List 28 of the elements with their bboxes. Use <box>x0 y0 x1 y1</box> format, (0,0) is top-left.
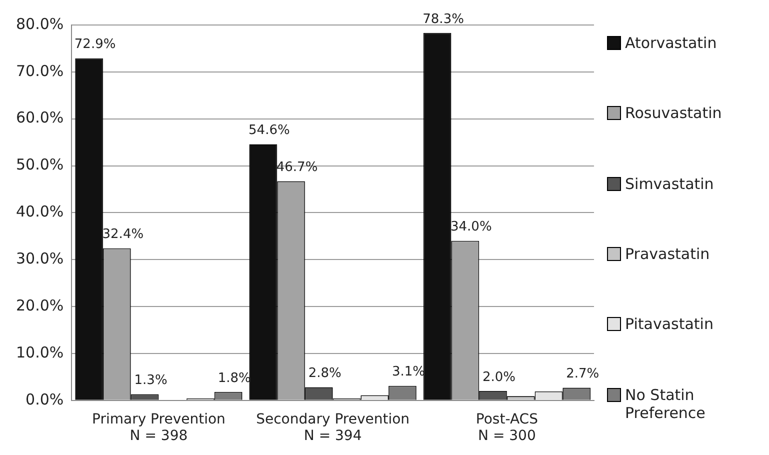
legend-label: Pravastatin <box>625 245 710 264</box>
legend-label: Rosuvastatin <box>625 104 722 122</box>
data-label: 34.0% <box>450 220 492 235</box>
x-tick-label: Secondary Prevention N = 394 <box>256 411 410 444</box>
data-label: 72.9% <box>74 37 116 52</box>
y-tick-label: 60.0% <box>16 108 64 127</box>
x-tick-label: Primary Prevention N = 398 <box>92 411 226 444</box>
data-label: 54.6% <box>248 123 290 138</box>
data-label: 46.7% <box>276 160 318 176</box>
y-tick-label: 20.0% <box>16 296 64 314</box>
y-tick-label: 50.0% <box>16 156 64 174</box>
data-label: 1.3% <box>134 373 168 388</box>
y-tick-label: 70.0% <box>16 62 64 80</box>
y-tick-label: 80.0% <box>16 14 64 33</box>
y-tick-label: 10.0% <box>16 343 64 362</box>
data-label: 32.4% <box>102 227 144 242</box>
data-label: 2.7% <box>566 366 600 382</box>
legend-label: No Statin Preference <box>625 386 706 422</box>
y-tick-label: 0.0% <box>26 390 64 408</box>
data-label: 2.0% <box>482 370 516 385</box>
y-tick-label: 40.0% <box>16 202 64 221</box>
legend-label: Pitavastatin <box>625 315 714 334</box>
x-tick-label: Post-ACS N = 300 <box>476 411 538 444</box>
data-label: 78.3% <box>422 12 464 27</box>
legend-label: Atorvastatin <box>625 34 717 52</box>
y-tick-label: 30.0% <box>16 250 64 268</box>
data-label: 2.8% <box>308 366 342 382</box>
legend-label: Simvastatin <box>625 174 714 193</box>
